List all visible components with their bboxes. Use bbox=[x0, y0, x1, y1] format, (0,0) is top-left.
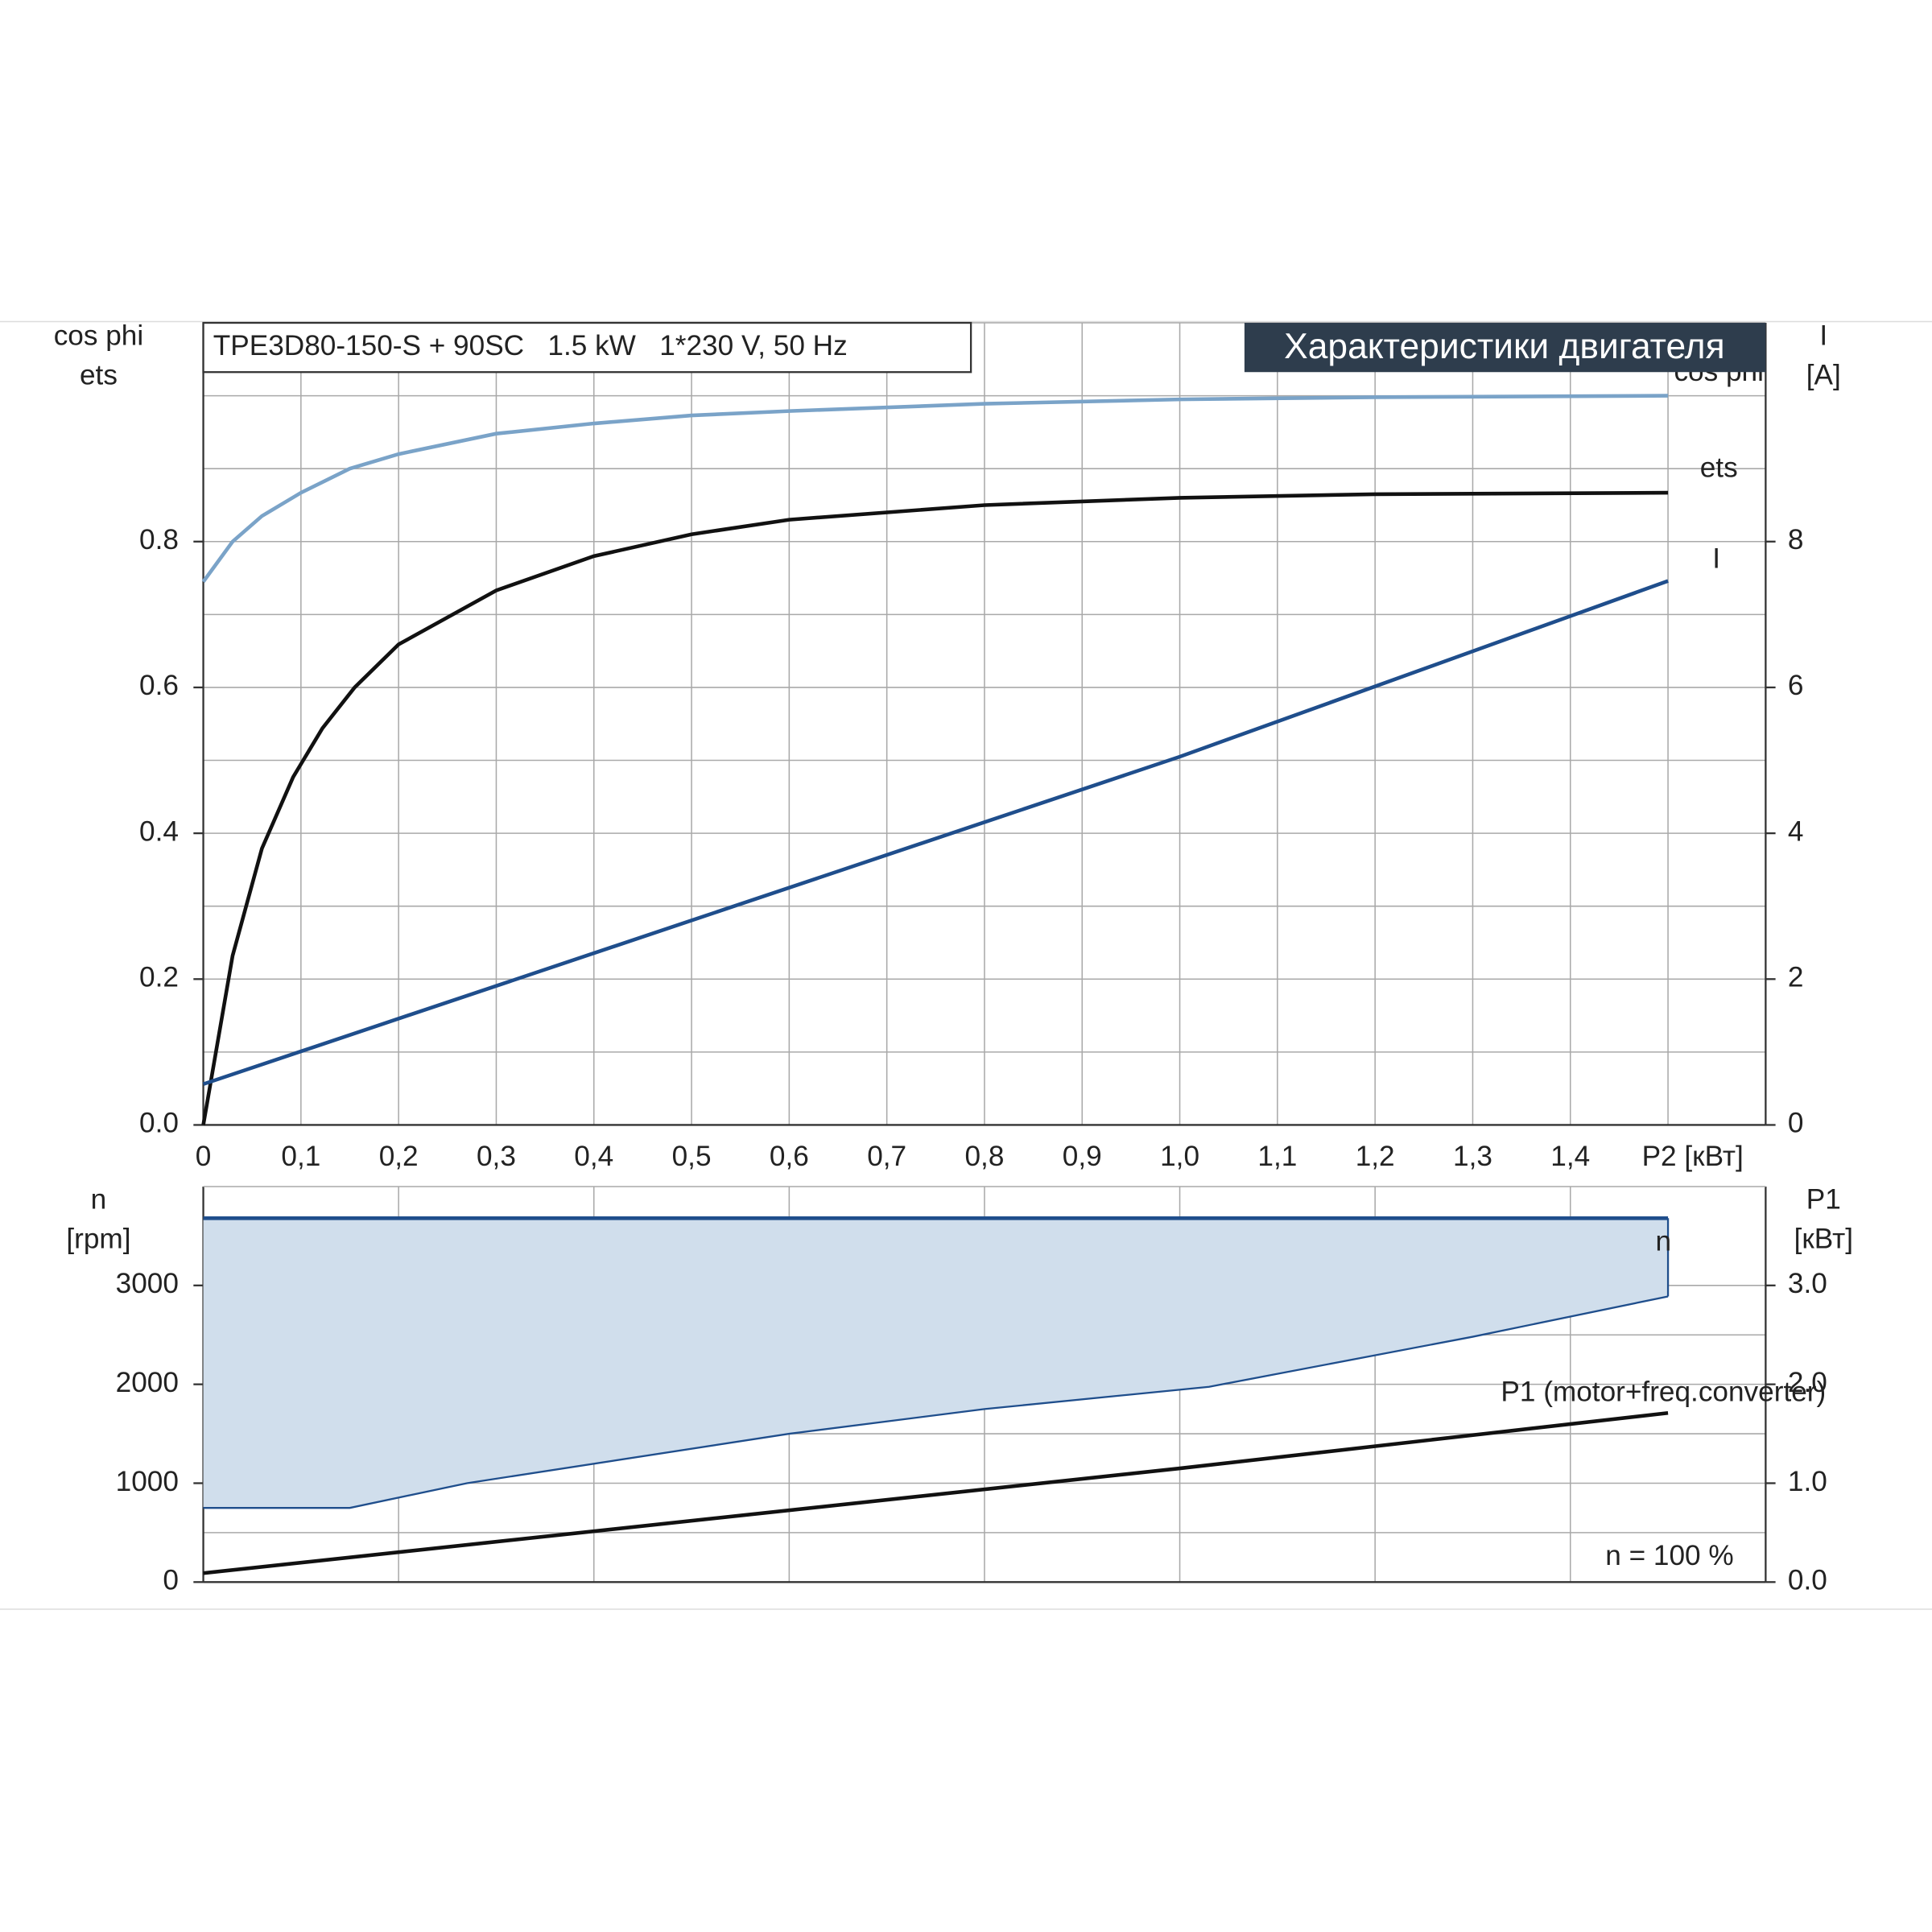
y-tick-label: 1000 bbox=[116, 1466, 179, 1497]
y-tick-label: 0.6 bbox=[139, 670, 179, 701]
y-tick-label: 0 bbox=[163, 1565, 179, 1596]
band-area bbox=[203, 1218, 1669, 1509]
y2-axis-label: P1 bbox=[1806, 1184, 1841, 1216]
y-tick-label: 0.0 bbox=[139, 1108, 179, 1139]
y2-tick-label: 4 bbox=[1788, 815, 1804, 847]
y-axis-label: n bbox=[91, 1184, 107, 1216]
x-tick-label: 1,4 bbox=[1550, 1141, 1590, 1172]
title-box bbox=[202, 321, 972, 374]
y-axis-label: ets bbox=[80, 360, 118, 391]
y2-tick-label: 8 bbox=[1788, 524, 1804, 555]
band-lower bbox=[203, 1295, 1669, 1509]
y-tick-label: 3000 bbox=[116, 1268, 179, 1299]
series-label: P1 (motor+freq.converter) bbox=[1501, 1376, 1826, 1407]
x-tick-label: 1,3 bbox=[1453, 1141, 1492, 1172]
y2-tick-label: 0 bbox=[1788, 1108, 1804, 1139]
chart-title: TPE3D80-150-S + 90SC 1.5 kW 1*230 V, 50 … bbox=[213, 330, 848, 361]
series-line bbox=[202, 579, 1669, 1086]
y2-axis-label: I bbox=[1819, 320, 1827, 352]
y2-tick-label: 2 bbox=[1788, 962, 1804, 993]
series-label: ets bbox=[1700, 452, 1738, 483]
x-tick-label: 0,6 bbox=[770, 1141, 809, 1172]
y-tick-label: 0.4 bbox=[139, 815, 179, 847]
y-tick-label: 0.2 bbox=[139, 962, 179, 993]
y2-tick-label: 2.0 bbox=[1788, 1367, 1827, 1398]
y2-axis-label: [кВт] bbox=[1794, 1224, 1853, 1255]
series-label: n bbox=[1656, 1226, 1672, 1257]
series-line bbox=[203, 1410, 1669, 1575]
y-tick-label: 2000 bbox=[116, 1367, 179, 1398]
x-tick-label: 0,4 bbox=[574, 1141, 613, 1172]
x-tick-label: 0,7 bbox=[867, 1141, 906, 1172]
annotation: n = 100 % bbox=[1605, 1540, 1733, 1571]
y2-tick-label: 3.0 bbox=[1788, 1268, 1827, 1299]
y-tick-label: 0.8 bbox=[139, 524, 179, 555]
y2-tick-label: 0.0 bbox=[1788, 1565, 1827, 1596]
header-box bbox=[1244, 323, 1766, 373]
x-tick-label: 1,0 bbox=[1160, 1141, 1199, 1172]
series-label: I bbox=[1712, 543, 1720, 575]
y-axis-label: cos phi bbox=[54, 320, 144, 352]
y-axis-label: [rpm] bbox=[66, 1224, 130, 1255]
x-tick-label: 0,5 bbox=[672, 1141, 712, 1172]
series-line bbox=[201, 490, 1669, 1125]
y2-tick-label: 1.0 bbox=[1788, 1466, 1827, 1497]
x-tick-label: 1,2 bbox=[1356, 1141, 1395, 1172]
y2-axis-label: [A] bbox=[1806, 360, 1841, 391]
y2-tick-label: 6 bbox=[1788, 670, 1804, 701]
x-tick-label: 0,1 bbox=[281, 1141, 320, 1172]
x-tick-label: P2 [кВт] bbox=[1642, 1141, 1744, 1172]
x-tick-label: 0,2 bbox=[379, 1141, 419, 1172]
x-tick-label: 0 bbox=[196, 1141, 212, 1172]
series-line bbox=[201, 394, 1669, 583]
chart-header: Характеристики двигателя bbox=[1284, 327, 1724, 366]
x-tick-label: 0,3 bbox=[477, 1141, 516, 1172]
x-tick-label: 0,8 bbox=[964, 1141, 1004, 1172]
x-tick-label: 1,1 bbox=[1257, 1141, 1297, 1172]
x-tick-label: 0,9 bbox=[1063, 1141, 1102, 1172]
